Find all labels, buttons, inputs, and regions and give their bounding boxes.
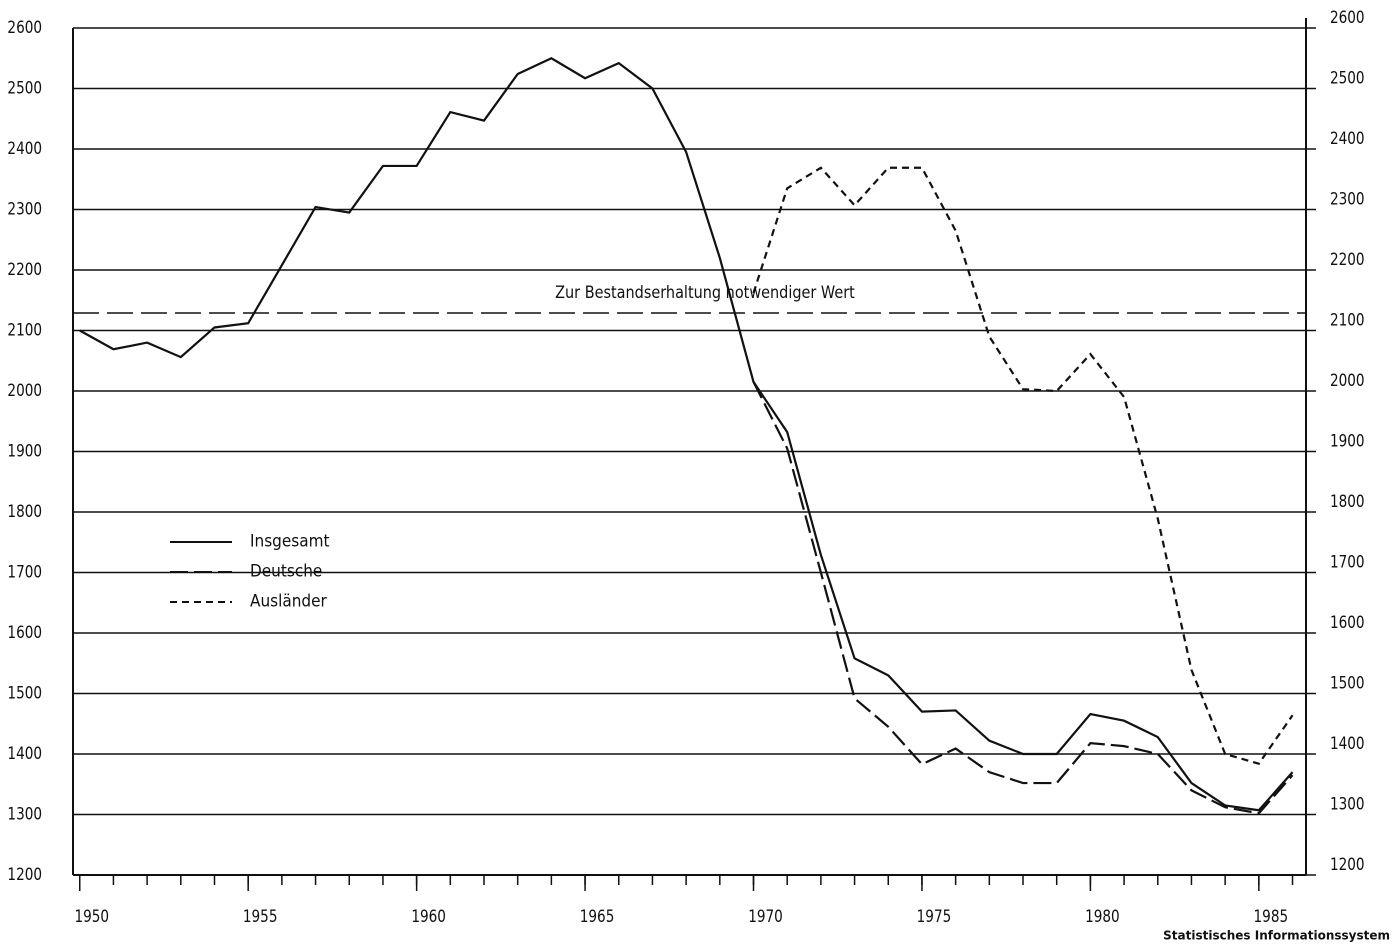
y-tick-label: 1800 (7, 502, 42, 522)
y2-tick-label: 1700 (1330, 552, 1365, 572)
y2-tick-label: 2500 (1330, 68, 1365, 88)
x-tick-label: 1970 (748, 907, 783, 927)
y2-tick-label: 2400 (1330, 129, 1365, 149)
y2-tick-label: 1500 (1330, 673, 1365, 693)
y2-tick-label: 2200 (1330, 250, 1365, 270)
y2-tick-label: 1200 (1330, 855, 1365, 875)
y2-tick-label: 2000 (1330, 371, 1365, 391)
y-tick-label: 2200 (7, 260, 42, 280)
y-tick-label: 1400 (7, 744, 42, 764)
y2-tick-label: 1600 (1330, 613, 1365, 633)
x-tick-label: 1965 (580, 907, 615, 927)
y-tick-label: 1200 (7, 865, 42, 885)
y2-tick-label: 1300 (1330, 794, 1365, 814)
x-tick-label: 1950 (74, 907, 109, 927)
x-tick-label: 1980 (1085, 907, 1120, 927)
y2-tick-label: 1900 (1330, 431, 1365, 451)
x-tick-label: 1960 (411, 907, 446, 927)
reference-label: Zur Bestandserhaltung notwendiger Wert (555, 282, 855, 302)
y-tick-label: 2400 (7, 139, 42, 159)
series-line (752, 166, 1294, 765)
y-tick-label: 2500 (7, 78, 42, 98)
source: Statistisches Informationssystem (1163, 929, 1390, 943)
y2-tick-label: 2300 (1330, 189, 1365, 209)
y-tick-label: 2100 (7, 320, 42, 340)
legend-label: Ausländer (250, 591, 327, 611)
series-line (752, 381, 1294, 815)
legend-label: Deutsche (250, 561, 322, 581)
x-tick-label: 1955 (243, 907, 278, 927)
y-tick-label: 1500 (7, 683, 42, 703)
x-tick-label: 1985 (1254, 907, 1289, 927)
y2-tick-label: 2600 (1330, 8, 1365, 28)
y-tick-label: 1600 (7, 623, 42, 643)
y-tick-label: 1300 (7, 804, 42, 824)
x-tick-label: 1975 (917, 907, 952, 927)
y2-tick-label: 1800 (1330, 492, 1365, 512)
y-tick-label: 1700 (7, 562, 42, 582)
y-tick-label: 2300 (7, 199, 42, 219)
y-tick-label: 1900 (7, 441, 42, 461)
legend-label: Insgesamt (250, 531, 329, 551)
y2-tick-label: 2100 (1330, 310, 1365, 330)
y-tick-label: 2000 (7, 381, 42, 401)
y2-tick-label: 1400 (1330, 734, 1365, 754)
y-tick-label: 2600 (7, 18, 42, 38)
series-line (79, 57, 1294, 812)
